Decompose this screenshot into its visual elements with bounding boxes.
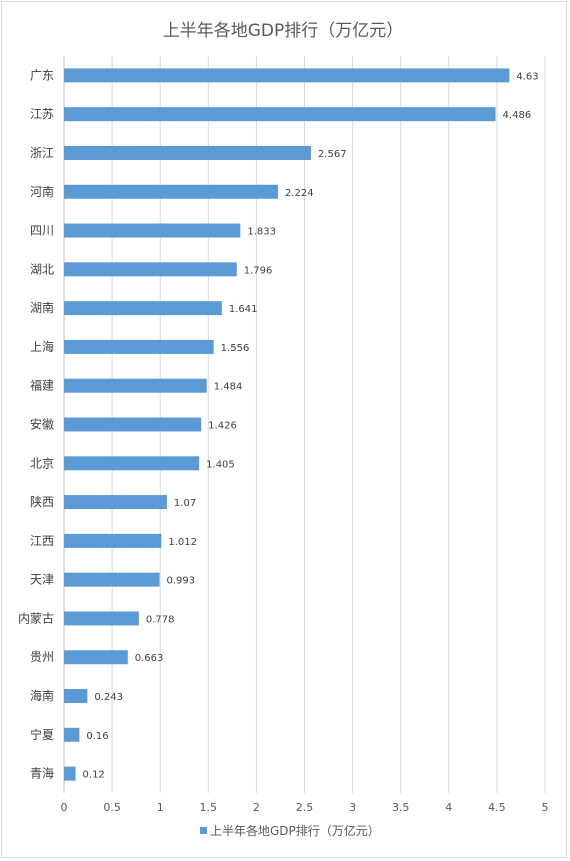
category-label: 河南 [30,184,54,199]
category-label: 上海 [30,339,54,354]
bar [64,689,88,704]
bars: 4.63 4.486 2.567 2.224 1.833 1.796 1.641 1.556 1… [64,68,539,781]
x-tick-label: 2 [253,801,260,814]
data-label: 2.567 [318,149,347,160]
category-label: 安徽 [30,417,54,432]
bar [64,650,128,665]
data-label: 1.426 [208,421,237,432]
bar [64,301,222,316]
bar [64,611,139,626]
category-label: 北京 [30,456,54,470]
data-label: 1.07 [174,498,196,509]
bar [64,533,162,548]
bar [64,727,80,742]
x-tick-label: 2.5 [296,801,314,814]
category-label: 宁夏 [30,727,54,742]
category-label: 湖南 [30,300,54,315]
category-label: 江西 [30,534,54,548]
data-label: 1.012 [168,537,197,548]
data-label: 0.243 [94,692,123,703]
bar [64,184,278,199]
x-tick-label: 1 [157,801,164,814]
data-label: 0.16 [86,731,108,742]
x-tick-label: 1.5 [200,801,218,814]
data-label: 4.63 [516,71,538,82]
bar [64,495,167,510]
legend-label: 上半年各地GDP排行（万亿元） [210,823,380,838]
data-label: 1.641 [229,304,258,315]
bar [64,378,207,393]
data-label: 4.486 [503,110,532,121]
data-label: 1.484 [214,382,243,393]
bar [64,262,237,277]
x-tick-label: 0 [61,801,68,814]
category-label: 天津 [30,573,54,587]
x-tick-label: 0.5 [103,801,121,814]
category-label: 广东 [30,68,54,82]
bar [64,572,160,587]
bar [64,766,76,781]
data-label: 0.12 [83,770,105,781]
bar [64,107,496,122]
category-label: 江苏 [30,107,54,121]
legend-swatch [200,827,207,834]
bar [64,456,200,471]
x-tick-label: 3 [349,801,356,814]
category-label: 青海 [30,766,54,781]
category-label: 浙江 [30,146,54,160]
category-label: 贵州 [30,650,54,664]
x-tick-label: 4 [445,801,452,814]
category-label: 湖北 [30,261,54,276]
category-label: 陕西 [30,494,54,509]
bar [64,68,510,83]
data-label: 1.556 [221,343,250,354]
data-label: 0.993 [167,576,196,587]
bar [64,417,202,432]
x-tick-label: 5 [542,801,549,814]
chart-title: 上半年各地GDP排行（万亿元） [163,21,404,41]
legend: 上半年各地GDP排行（万亿元） [200,823,380,838]
data-label: 1.796 [244,265,273,276]
category-label: 海南 [30,688,54,703]
data-label: 0.663 [135,653,164,664]
category-label: 内蒙古 [18,610,54,625]
category-label: 四川 [30,224,54,238]
bar [64,223,241,238]
category-label: 福建 [30,378,54,393]
data-label: 1.833 [247,227,276,238]
x-tick-label: 3.5 [392,801,410,814]
x-axis: 0 0.5 1 1.5 2 2.5 3 3.5 4 4.5 5 [61,801,549,814]
bar [64,145,311,160]
x-tick-label: 4.5 [488,801,506,814]
data-label: 0.778 [146,614,175,625]
data-label: 2.224 [285,188,314,199]
data-label: 1.405 [206,459,235,470]
bar [64,339,214,354]
